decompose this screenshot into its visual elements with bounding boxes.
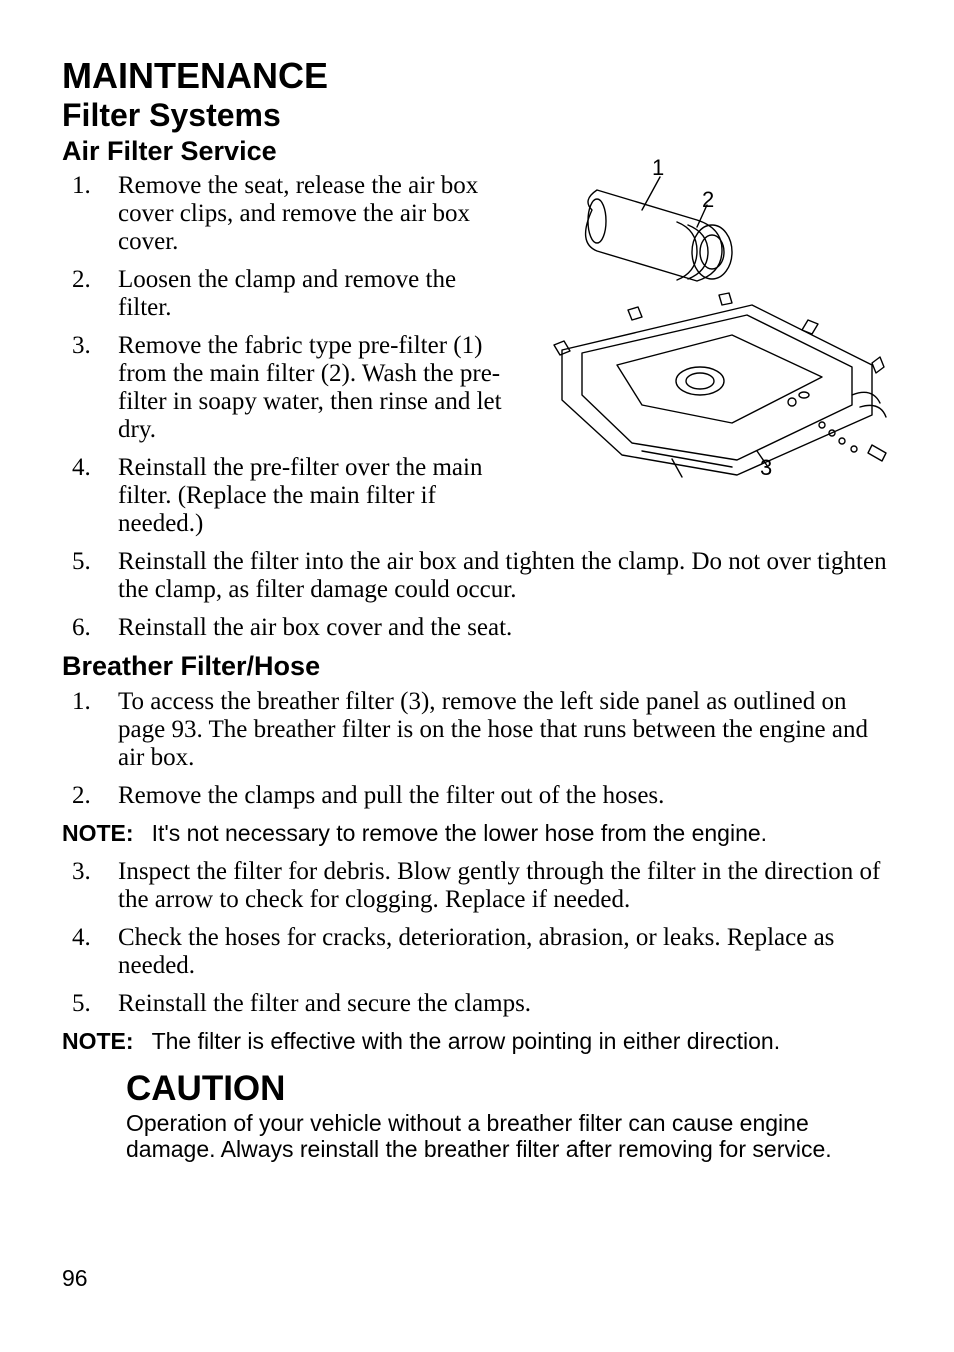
- section-title: Filter Systems: [62, 98, 892, 133]
- caution-title: CAUTION: [126, 1069, 892, 1109]
- note-label: NOTE:: [62, 820, 134, 848]
- note-label: NOTE:: [62, 1028, 134, 1056]
- caution-block: CAUTION Operation of your vehicle withou…: [126, 1069, 892, 1163]
- page-number: 96: [62, 1265, 88, 1292]
- figure-label-1: 1: [652, 155, 664, 181]
- list-item: Remove the clamps and pull the filter ou…: [118, 782, 892, 810]
- note-block: NOTE: It's not necessary to remove the l…: [62, 820, 892, 848]
- list-item: Check the hoses for cracks, deterioratio…: [118, 924, 892, 980]
- air-filter-steps-list: Reinstall the filter into the air box an…: [62, 548, 892, 642]
- caution-body: Operation of your vehicle without a brea…: [126, 1111, 892, 1163]
- list-item: Reinstall the filter and secure the clam…: [118, 990, 892, 1018]
- figure-label-3: 3: [760, 455, 772, 481]
- note-block: NOTE: The filter is effective with the a…: [62, 1028, 892, 1056]
- list-item: Inspect the filter for debris. Blow gent…: [118, 858, 892, 914]
- list-item: Reinstall the filter into the air box an…: [118, 548, 892, 604]
- note-text: It's not necessary to remove the lower h…: [152, 820, 892, 848]
- breather-steps-b: Inspect the filter for debris. Blow gent…: [62, 858, 892, 1018]
- note-text: The filter is effective with the arrow p…: [152, 1028, 892, 1056]
- list-item: To access the breather filter (3), remov…: [118, 688, 892, 772]
- page-title: MAINTENANCE: [62, 56, 892, 96]
- figure-label-2: 2: [702, 187, 714, 213]
- list-item: Reinstall the air box cover and the seat…: [118, 614, 892, 642]
- breather-steps-a: To access the breather filter (3), remov…: [62, 688, 892, 810]
- subsection-breather-title: Breather Filter/Hose: [62, 652, 892, 682]
- air-filter-diagram: 1 2 3: [522, 155, 892, 505]
